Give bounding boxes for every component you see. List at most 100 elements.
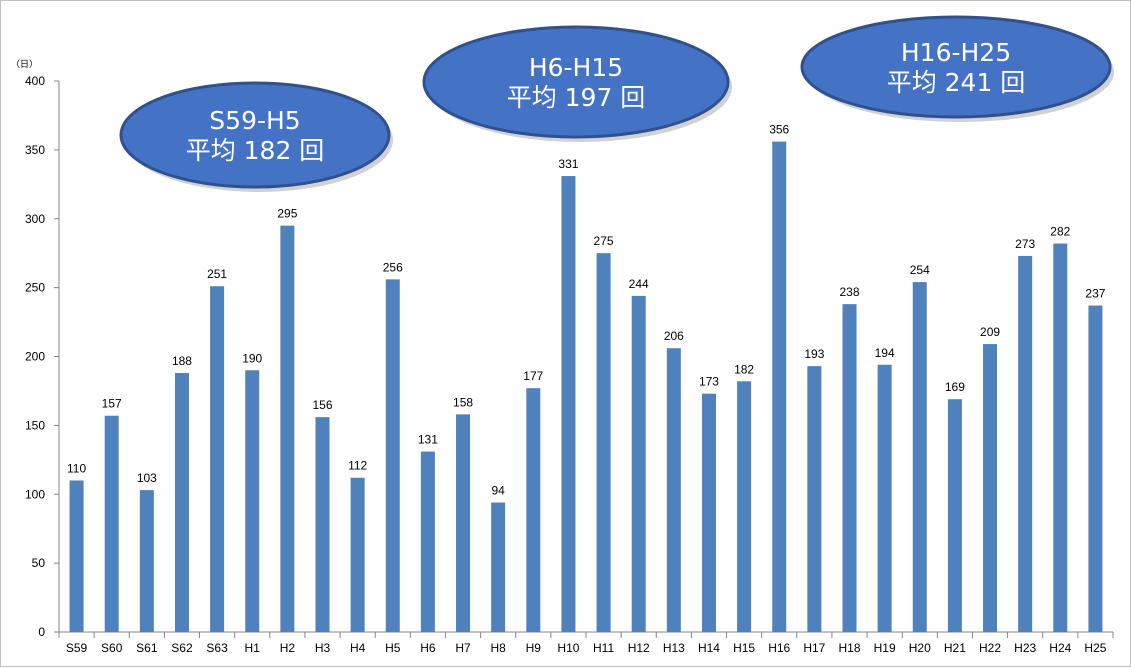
- bar: [912, 282, 927, 632]
- data-label: 282: [1050, 225, 1070, 239]
- y-tick-label: 200: [25, 350, 45, 364]
- data-label: 356: [769, 123, 789, 137]
- data-label: 173: [699, 375, 719, 389]
- data-label: 182: [734, 362, 754, 376]
- x-tick-label: H18: [838, 641, 860, 655]
- data-label: 190: [242, 351, 262, 365]
- axes: 0 50 100 150 200 250 300 350 400: [25, 74, 1114, 639]
- callout-period: S59-H5: [209, 106, 300, 135]
- data-label: 94: [491, 484, 505, 498]
- y-tick-label: 100: [25, 487, 45, 501]
- data-label: 193: [804, 347, 824, 361]
- bar: [526, 388, 541, 632]
- x-tick-label: H5: [385, 641, 401, 655]
- data-label: 206: [664, 329, 684, 343]
- x-tick-label: H10: [557, 641, 579, 655]
- x-tick-label: H6: [420, 641, 436, 655]
- bar: [666, 348, 681, 632]
- data-label: 238: [839, 285, 859, 299]
- callout-ellipse: [422, 25, 730, 139]
- data-label: 188: [172, 354, 192, 368]
- x-tick-label: H16: [768, 641, 790, 655]
- x-tick-label: S60: [101, 641, 123, 655]
- x-tick-label: H1: [245, 641, 261, 655]
- bar: [1088, 305, 1103, 632]
- x-tick-label: H8: [490, 641, 506, 655]
- bar: [210, 286, 225, 632]
- bar: [983, 344, 998, 632]
- y-tick-label: 400: [25, 74, 45, 88]
- x-tick-label: H23: [1014, 641, 1036, 655]
- data-label: 103: [137, 471, 157, 485]
- x-tick-label: H15: [733, 641, 755, 655]
- bar: [491, 502, 506, 632]
- y-tick-label: 0: [38, 625, 45, 639]
- data-label: 273: [1015, 237, 1035, 251]
- x-tick-label: H4: [350, 641, 366, 655]
- bar: [280, 225, 295, 632]
- callout-average: 平均 182 回: [186, 136, 325, 165]
- bar: [350, 477, 365, 632]
- y-unit-label: （日）: [11, 59, 38, 69]
- callout-average: 平均 241 回: [887, 68, 1026, 97]
- x-tick-label: H3: [315, 641, 331, 655]
- x-tick-label: H11: [593, 641, 614, 655]
- data-label: 295: [277, 207, 297, 221]
- y-tick-label: 350: [25, 143, 45, 157]
- x-tick-label: H19: [874, 641, 896, 655]
- x-tick-label: H2: [280, 641, 296, 655]
- x-tick-label: H21: [944, 641, 966, 655]
- x-tick-label: H14: [698, 641, 720, 655]
- bar: [315, 417, 330, 632]
- callout-period: H16-H25: [901, 38, 1011, 67]
- bar: [877, 364, 892, 632]
- callout-ellipse: [800, 15, 1112, 119]
- data-label: 177: [523, 369, 543, 383]
- bar: [1018, 255, 1033, 632]
- bar: [456, 414, 471, 632]
- bar: [69, 480, 84, 632]
- x-tick-label: H24: [1049, 641, 1071, 655]
- bar: [245, 370, 260, 632]
- bar: [174, 373, 189, 632]
- bar: [807, 366, 822, 632]
- data-label: 256: [383, 260, 403, 274]
- bar: [596, 253, 611, 632]
- data-label: 158: [453, 395, 473, 409]
- bars-group: 110 S59 157 S60 103 S61 188 S62 251 S63 190 H1 295 H2…: [66, 123, 1107, 655]
- data-label: 331: [558, 157, 578, 171]
- data-label: 209: [980, 325, 1000, 339]
- bar: [701, 393, 716, 632]
- data-label: 169: [945, 380, 965, 394]
- y-tick-label: 150: [25, 418, 45, 432]
- bar: [1053, 243, 1068, 633]
- data-label: 244: [629, 277, 649, 291]
- bar: [631, 295, 646, 632]
- data-label: 112: [348, 459, 367, 473]
- bar: [139, 490, 154, 632]
- x-tick-label: H22: [979, 641, 1001, 655]
- bar: [772, 141, 787, 633]
- y-tick-label: 300: [25, 212, 45, 226]
- y-tick-label: 50: [32, 556, 46, 570]
- data-label: 251: [207, 267, 227, 281]
- y-tick-label: 250: [25, 281, 45, 295]
- bar: [947, 399, 962, 632]
- x-tick-label: S63: [206, 641, 228, 655]
- callout-average: 平均 197 回: [507, 83, 646, 112]
- x-tick-label: H20: [909, 641, 931, 655]
- bar: [104, 415, 119, 632]
- x-tick-label: S59: [66, 641, 88, 655]
- x-tick-label: H7: [455, 641, 471, 655]
- x-tick-label: H13: [663, 641, 685, 655]
- x-tick-label: S61: [136, 641, 158, 655]
- x-tick-label: S62: [171, 641, 193, 655]
- data-label: 254: [910, 263, 930, 277]
- data-label: 131: [418, 433, 438, 447]
- x-tick-label: H12: [628, 641, 650, 655]
